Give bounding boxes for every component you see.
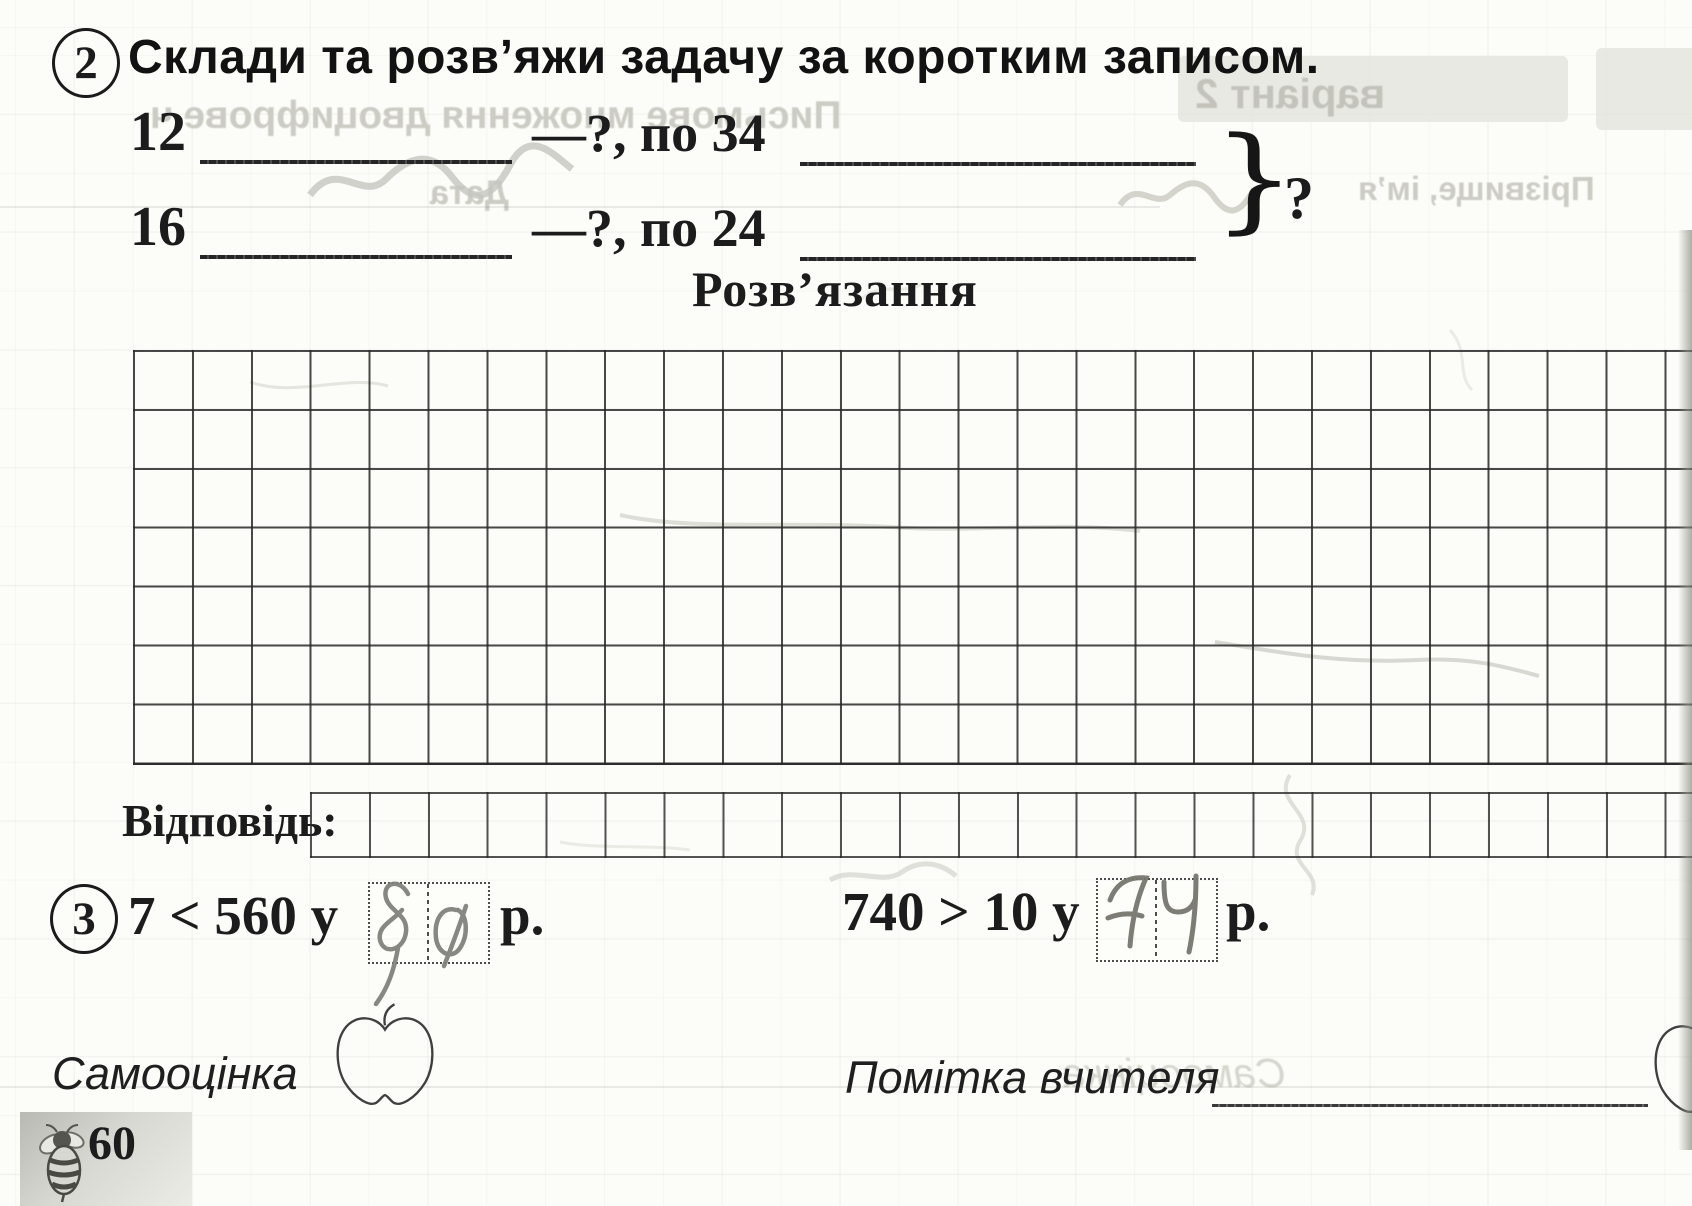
- solution-grid[interactable]: [133, 350, 1692, 765]
- task3-left-answer-box[interactable]: [368, 882, 490, 964]
- self-assessment-label: Самооцінка: [52, 1048, 298, 1099]
- row1-given-value: 12: [130, 101, 186, 163]
- apple-icon[interactable]: [330, 990, 440, 1120]
- row1-blank-right[interactable]: [800, 162, 1196, 166]
- row2-given-value: 16: [130, 196, 186, 258]
- bee-icon: [39, 1124, 85, 1203]
- bleed-highlight-block-corner: [1596, 48, 1692, 130]
- task3-right-suffix: р.: [1226, 881, 1271, 942]
- task3-left-text: 7 < 560 у: [128, 885, 339, 946]
- apple-icon-right: [1654, 1025, 1692, 1113]
- task3-right-answer-box[interactable]: [1096, 878, 1218, 962]
- page-number: 60: [88, 1117, 136, 1170]
- bleed-date-text: Дата: [430, 174, 509, 212]
- task3-number: 3: [72, 892, 96, 945]
- task2-title: Склади та розв’яжи задачу за коротким за…: [128, 31, 1320, 84]
- task2-number: 2: [74, 36, 98, 89]
- bleed-name-text: Прізвище, ім’я: [1358, 170, 1595, 207]
- task3-right-text: 740 > 10 у: [842, 881, 1080, 942]
- teacher-note-label: Помітка вчителя: [845, 1052, 1220, 1103]
- brace-question-mark: ?: [1284, 165, 1314, 231]
- solution-heading: Розв’язання: [692, 261, 978, 317]
- task3-number-badge: 3: [50, 884, 118, 954]
- row2-blank-left[interactable]: [200, 255, 512, 259]
- answer-cells[interactable]: [310, 792, 1692, 858]
- teacher-note-line[interactable]: [1212, 1104, 1648, 1107]
- page-edge-shadow: [1678, 230, 1692, 1150]
- row1-question-text: —?, по 34: [532, 103, 766, 163]
- brace-glyph: }: [1212, 112, 1296, 245]
- row2-blank-right[interactable]: [800, 257, 1196, 261]
- answer-label: Відповідь:: [122, 795, 338, 846]
- answer-box-divider: [1155, 880, 1157, 960]
- row2-question-text: —?, по 24: [532, 198, 766, 258]
- answer-box-divider: [427, 884, 429, 962]
- row1-blank-left[interactable]: [200, 160, 512, 164]
- task2-number-badge: 2: [52, 28, 120, 98]
- task3-left-suffix: р.: [500, 885, 545, 946]
